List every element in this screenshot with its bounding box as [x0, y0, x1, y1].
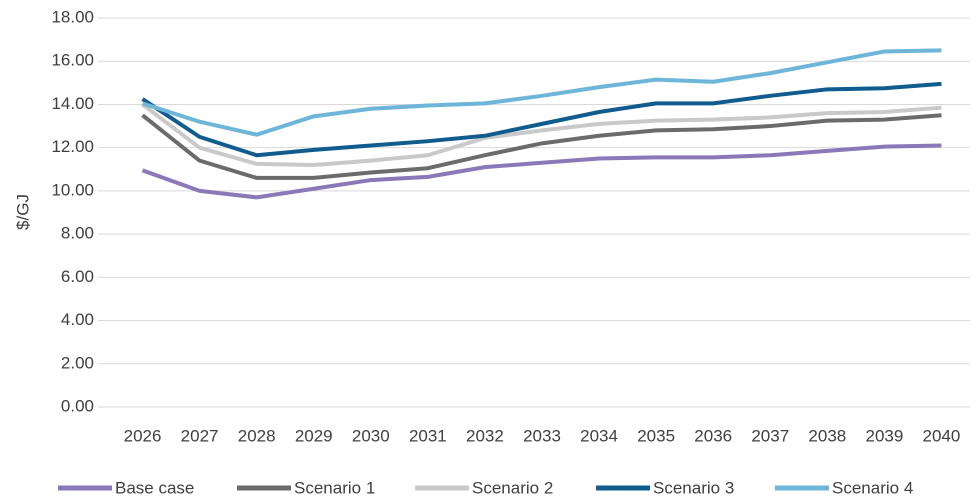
y-tick-label: 6.00	[61, 267, 94, 286]
x-tick-label: 2027	[181, 426, 219, 445]
y-axis-label: $/GJ	[13, 194, 32, 230]
legend-label: Scenario 3	[653, 478, 734, 497]
x-tick-label: 2035	[637, 426, 675, 445]
series-line	[141, 48, 942, 137]
x-tick-label: 2040	[923, 426, 961, 445]
series-line	[141, 102, 942, 167]
legend-label: Scenario 2	[472, 478, 553, 497]
series-line	[141, 143, 942, 200]
x-tick-label: 2034	[580, 426, 618, 445]
x-tick-label: 2029	[295, 426, 333, 445]
y-tick-label: 16.00	[51, 51, 94, 70]
y-tick-label: 4.00	[61, 310, 94, 329]
x-tick-label: 2030	[352, 426, 390, 445]
y-tick-label: 10.00	[51, 180, 94, 199]
legend-label: Scenario 4	[832, 478, 913, 497]
y-tick-label: 0.00	[61, 396, 94, 415]
y-tick-label: 2.00	[61, 353, 94, 372]
x-tick-label: 2037	[751, 426, 789, 445]
y-tick-label: 14.00	[51, 94, 94, 113]
x-tick-label: 2031	[409, 426, 447, 445]
series-line	[141, 81, 942, 158]
x-tick-label: 2032	[466, 426, 504, 445]
y-tick-label: 8.00	[61, 224, 94, 243]
y-tick-label: 18.00	[51, 7, 94, 26]
x-tick-label: 2026	[124, 426, 162, 445]
x-tick-label: 2028	[238, 426, 276, 445]
legend-label: Base case	[115, 478, 194, 497]
x-tick-label: 2036	[694, 426, 732, 445]
series-line	[141, 113, 942, 180]
legend-label: Scenario 1	[294, 478, 375, 497]
y-tick-label: 12.00	[51, 137, 94, 156]
x-tick-label: 2038	[808, 426, 846, 445]
x-tick-label: 2039	[865, 426, 903, 445]
x-tick-label: 2033	[523, 426, 561, 445]
